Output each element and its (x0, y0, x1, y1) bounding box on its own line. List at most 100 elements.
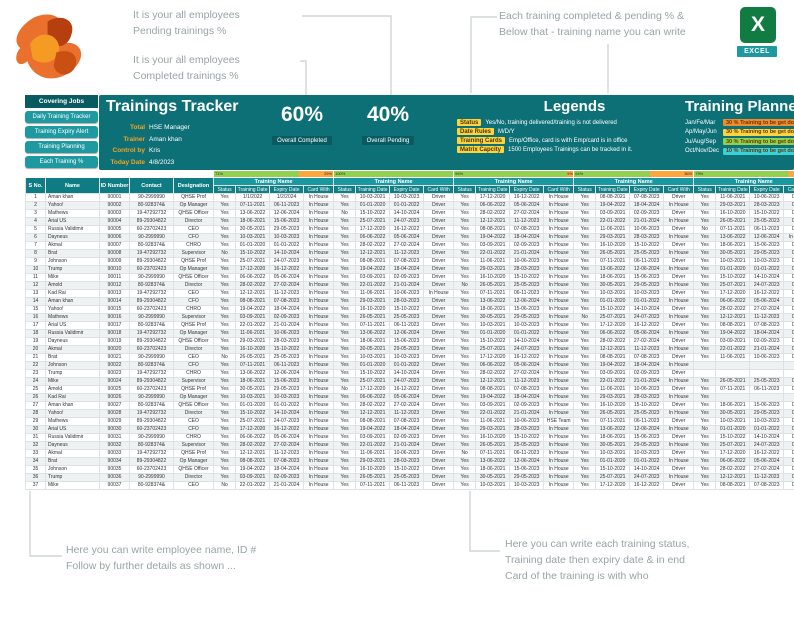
cell[interactable]: Yes (693, 401, 717, 410)
cell[interactable]: 90012 (99, 281, 130, 290)
cell[interactable]: Driver (783, 481, 794, 490)
cell[interactable]: Yes (213, 489, 237, 490)
cell[interactable]: 03-09-2021 (475, 401, 511, 410)
cell[interactable]: 11 (25, 273, 46, 282)
cell[interactable]: Driver (783, 329, 794, 338)
cell[interactable]: 14-10-2024 (389, 369, 425, 378)
cell[interactable]: Yahoo! (45, 201, 100, 210)
cell[interactable]: CHRO (172, 305, 215, 314)
cell[interactable]: In House (303, 393, 335, 402)
cell[interactable]: In House (303, 305, 335, 314)
cell[interactable]: Yes (333, 201, 357, 210)
cell[interactable]: 4 (25, 217, 46, 226)
cell[interactable]: Trump (45, 369, 100, 378)
cell[interactable]: 10-03-2021 (715, 417, 751, 426)
cell[interactable]: 30-05-2021 (715, 249, 751, 258)
cell[interactable]: 10-06-2023 (509, 417, 545, 426)
cell[interactable]: In House (543, 377, 575, 386)
cell[interactable]: Yes (453, 345, 477, 354)
cell[interactable]: Akmal (45, 449, 100, 458)
cell[interactable]: 80-928374& (129, 281, 174, 290)
cell[interactable]: 17-12-2020 (715, 449, 751, 458)
cell[interactable]: 90025 (99, 385, 130, 394)
cell[interactable]: 90019 (99, 337, 130, 346)
cell[interactable]: 16-10-2020 (595, 241, 631, 250)
cell[interactable]: CFO (172, 297, 215, 306)
cell[interactable]: Driver (423, 473, 455, 482)
cell[interactable]: Driver (783, 353, 794, 362)
column-header[interactable]: Contact (129, 177, 174, 194)
cell[interactable]: 90-2999990 (129, 233, 174, 242)
cell[interactable]: 28-02-2022 (475, 369, 511, 378)
cell[interactable]: In House (303, 457, 335, 466)
cell[interactable]: 01-01-2022 (749, 425, 785, 434)
cell[interactable]: Kad Rai (45, 289, 100, 298)
cell[interactable]: 06-06-2022 (475, 361, 511, 370)
cell[interactable]: 6 (25, 233, 46, 242)
cell[interactable]: 22-01-2022 (595, 377, 631, 386)
cell[interactable]: CFO (172, 425, 215, 434)
cell[interactable]: 11-12-2023 (509, 217, 545, 226)
cell[interactable]: In House (663, 441, 695, 450)
cell[interactable]: In House (663, 377, 695, 386)
cell[interactable]: Driver (783, 297, 794, 306)
cell[interactable]: Yes (453, 289, 477, 298)
cell[interactable]: In House (543, 217, 575, 226)
sub-column-header[interactable]: Expiry Date (389, 185, 425, 194)
cell[interactable]: 01-01-2020 (235, 241, 271, 250)
cell[interactable]: 02-09-2023 (629, 209, 665, 218)
cell[interactable]: In House (303, 281, 335, 290)
training-name-header[interactable]: Training Name (573, 177, 695, 186)
sub-column-header[interactable]: Card With (543, 185, 575, 194)
cell[interactable]: Yes (453, 193, 477, 202)
cell[interactable]: 12-12-2021 (235, 449, 271, 458)
cell[interactable]: 29-05-2023 (749, 409, 785, 418)
cell[interactable]: Russia Validimir (45, 433, 100, 442)
cell[interactable]: Yes (333, 225, 357, 234)
cell[interactable]: 38 (25, 489, 46, 490)
cell[interactable]: In House (543, 473, 575, 482)
cell[interactable]: In House (663, 233, 695, 242)
cell[interactable]: 10-03-2021 (595, 289, 631, 298)
cell[interactable]: Driver (783, 449, 794, 458)
cell[interactable]: In House (303, 273, 335, 282)
cell[interactable]: 15-10-2022 (715, 273, 751, 282)
cell[interactable]: In House (663, 265, 695, 274)
cell[interactable]: Yes (453, 457, 477, 466)
cell[interactable]: QHSE Officer (172, 465, 215, 474)
cell[interactable]: 07-11-2021 (355, 481, 391, 490)
cell[interactable]: 7 (25, 241, 46, 250)
cell[interactable]: 07-08-2023 (269, 297, 305, 306)
cell[interactable]: Yes (693, 473, 717, 482)
cell[interactable]: 28-02-2022 (355, 401, 391, 410)
cell[interactable]: 06-06-2022 (355, 233, 391, 242)
cell[interactable]: 18-04-2024 (629, 201, 665, 210)
cell[interactable]: Driver (423, 233, 455, 242)
cell[interactable]: 17-12-2020 (475, 193, 511, 202)
cell[interactable]: 60-23702423 (129, 225, 174, 234)
cell[interactable]: Driver (783, 337, 794, 346)
cell[interactable]: 11-12-2023 (509, 377, 545, 386)
cell[interactable]: 90038 (99, 489, 130, 490)
cell[interactable]: 80-928374& (129, 441, 174, 450)
cell[interactable]: Dayneus (45, 441, 100, 450)
cell[interactable]: Yes (693, 345, 717, 354)
cell[interactable]: 80-928374& (129, 481, 174, 490)
cell[interactable]: Yes (213, 385, 237, 394)
cell[interactable]: 17-12-2020 (715, 289, 751, 298)
cell[interactable]: 21-01-2024 (629, 217, 665, 226)
cell[interactable]: 06-11-2023 (629, 417, 665, 426)
cell[interactable]: 03-09-2021 (595, 369, 631, 378)
cell[interactable]: No (213, 481, 237, 490)
cell[interactable]: 16-10-2020 (235, 345, 271, 354)
cell[interactable]: In House (543, 209, 575, 218)
cell[interactable]: 12-12-2021 (355, 249, 391, 258)
cell[interactable]: In House (303, 377, 335, 386)
cell[interactable]: 28-03-2023 (629, 393, 665, 402)
cell[interactable]: Supervisor (172, 313, 215, 322)
cell[interactable]: Driver (663, 465, 695, 474)
sub-column-header[interactable]: Training Date (595, 185, 631, 194)
cell[interactable]: 27-02-2024 (629, 337, 665, 346)
cell[interactable]: Driver (783, 281, 794, 290)
cell[interactable]: Yes (213, 313, 237, 322)
